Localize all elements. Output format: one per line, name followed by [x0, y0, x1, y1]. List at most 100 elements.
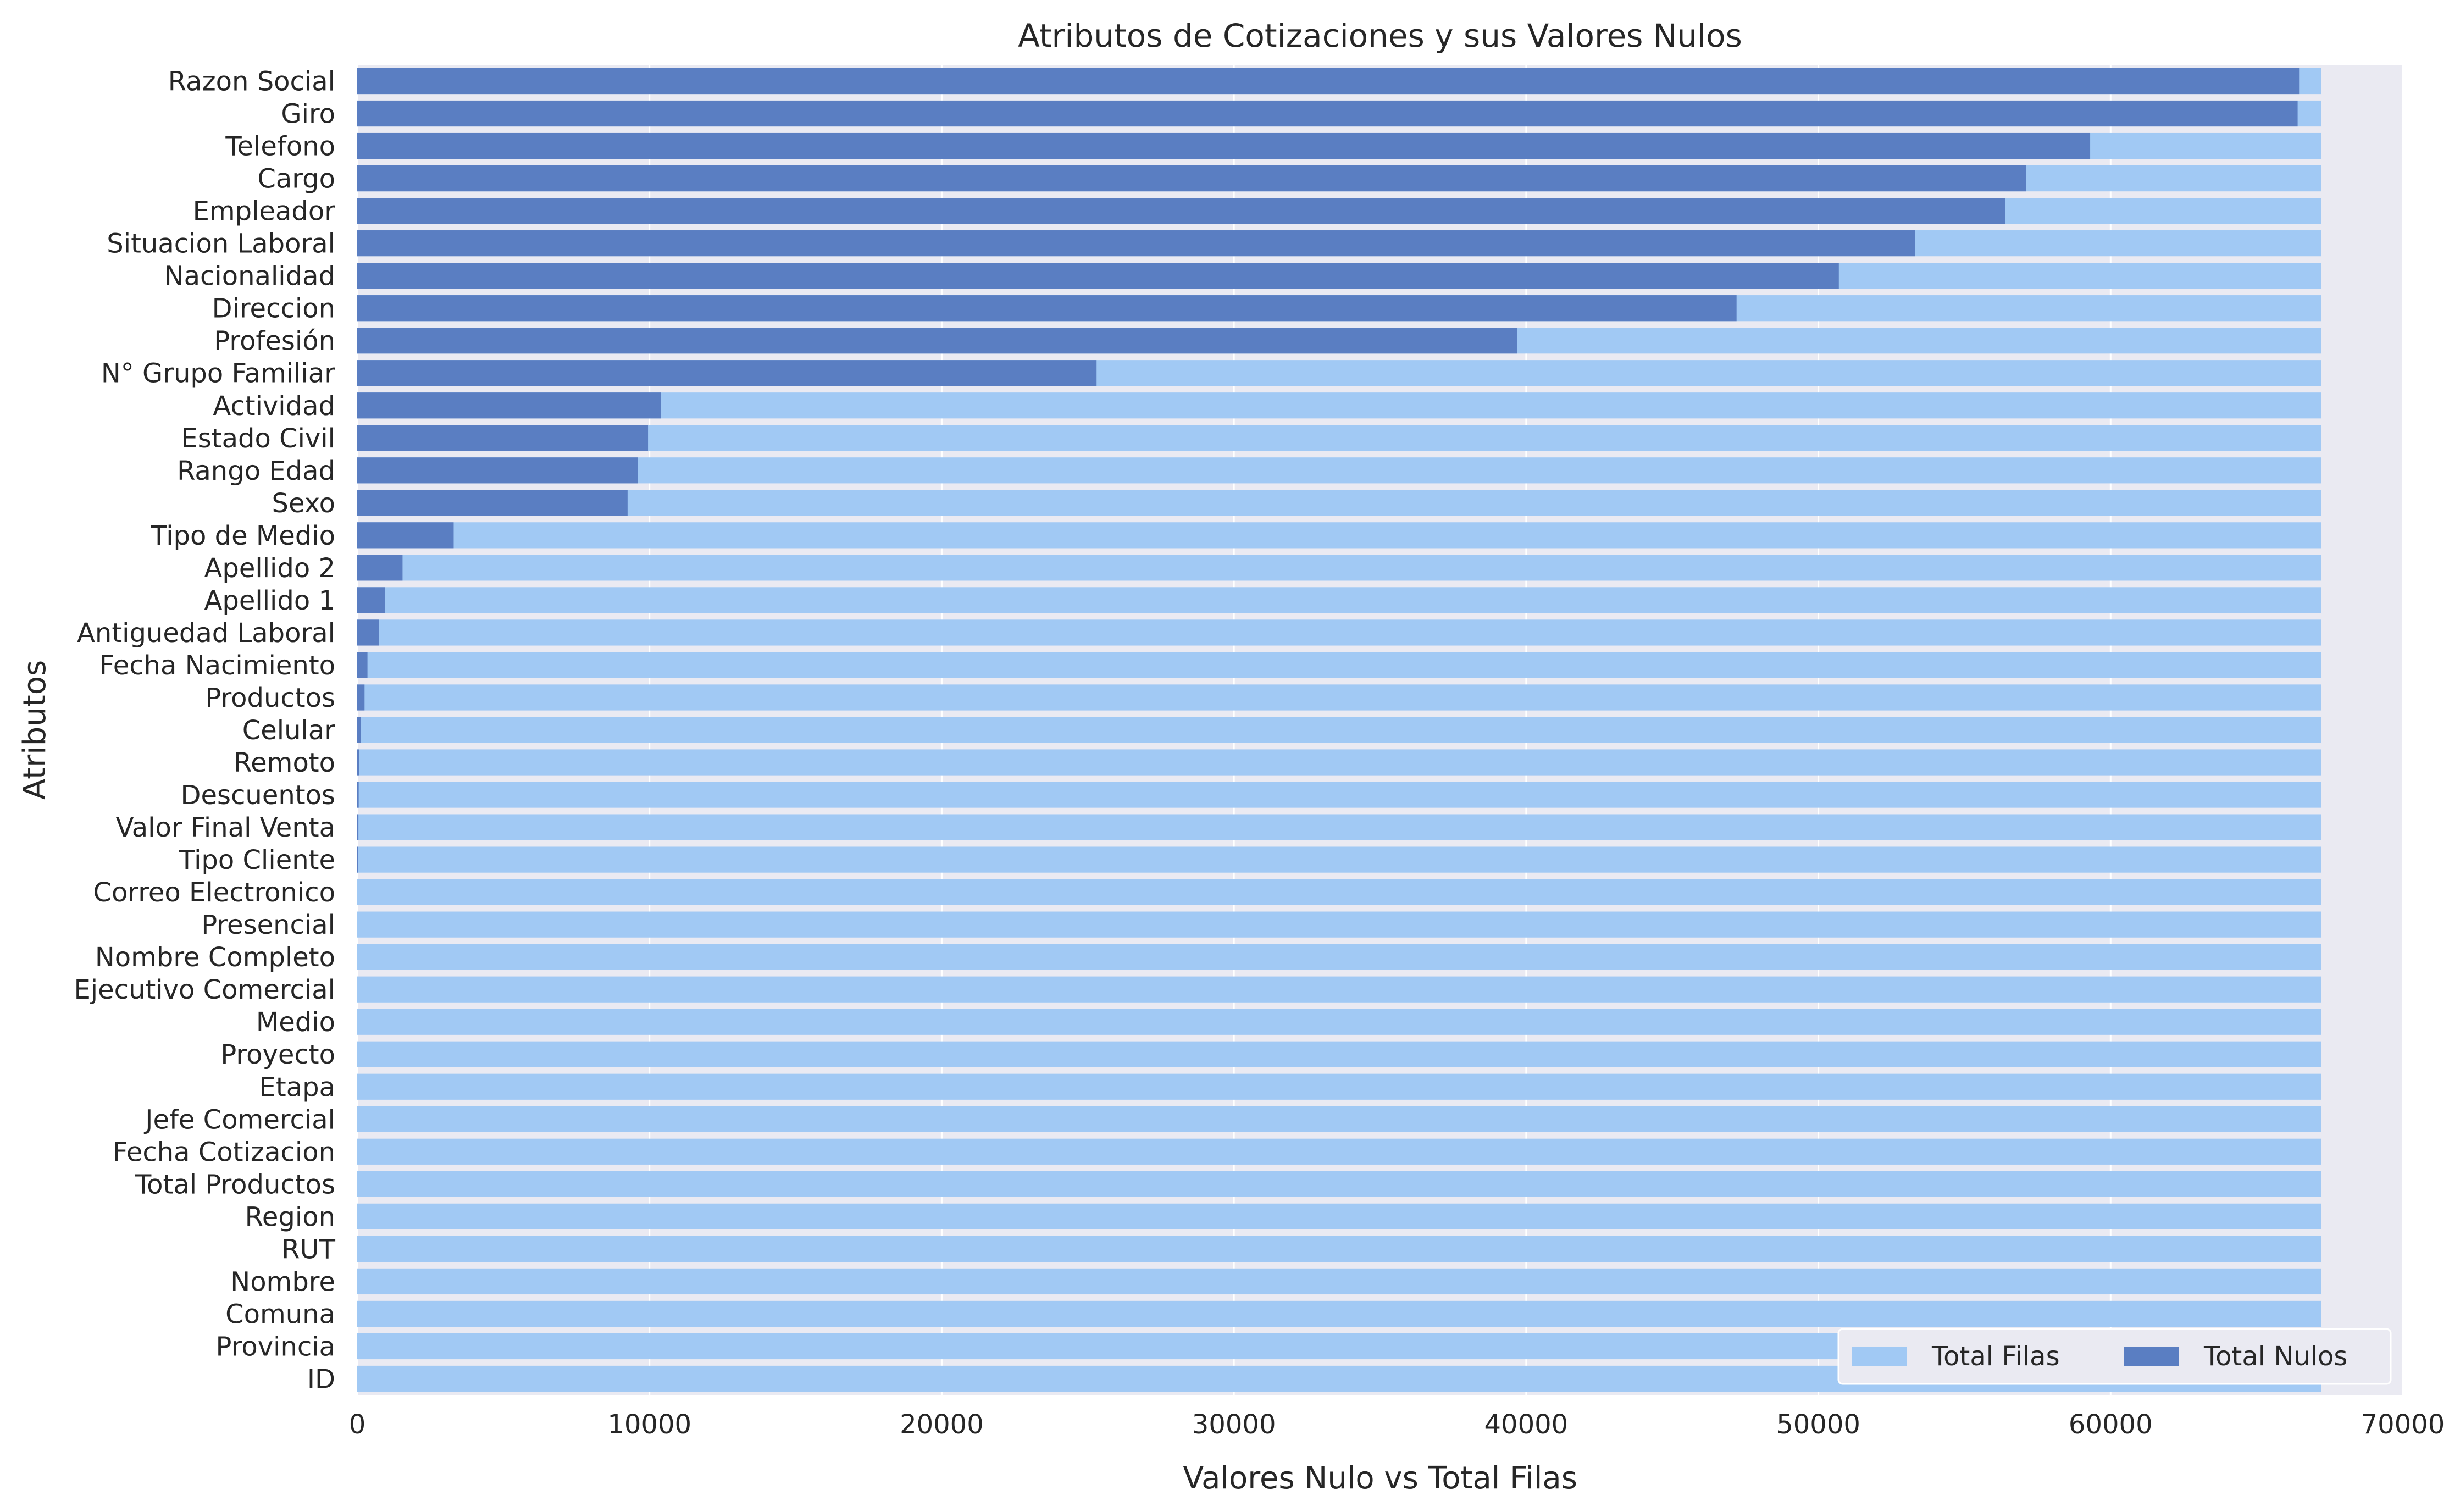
- bar-total-filas: [357, 684, 2321, 711]
- bar-total-filas: [357, 1268, 2321, 1295]
- y-tick-label: Etapa: [259, 1072, 335, 1103]
- y-tick-label: Sexo: [272, 488, 335, 519]
- y-tick-label: Jefe Comercial: [143, 1104, 335, 1135]
- legend-frame: [1837, 1328, 2392, 1385]
- y-tick-label: ID: [307, 1364, 335, 1394]
- x-tick-label: 50000: [1776, 1409, 1860, 1440]
- legend-swatch-total-filas: [1852, 1347, 1907, 1366]
- bar-total-nulos: [357, 230, 1915, 257]
- bar-total-filas: [357, 1236, 2321, 1262]
- bar-total-nulos: [357, 814, 359, 840]
- bar-total-filas: [357, 392, 2321, 419]
- bar-total-nulos: [357, 328, 1517, 354]
- y-tick-label: Rango Edad: [177, 456, 335, 486]
- bar-total-nulos: [357, 782, 359, 808]
- y-tick-label: Tipo Cliente: [178, 845, 335, 876]
- y-tick-label: Medio: [256, 1007, 335, 1038]
- bar-total-nulos: [357, 165, 2026, 192]
- bar-total-nulos: [357, 490, 628, 516]
- y-axis-label: Atributos: [17, 660, 53, 800]
- bar-total-filas: [357, 457, 2321, 484]
- y-tick-label: Telefono: [225, 131, 335, 162]
- chart-title: Atributos de Cotizaciones y sus Valores …: [1018, 17, 1742, 54]
- bar-total-filas: [357, 1106, 2321, 1132]
- bar-total-filas: [357, 1009, 2321, 1035]
- legend-label-total-filas: Total Filas: [1931, 1341, 2060, 1372]
- bar-total-nulos: [357, 846, 358, 873]
- y-tick-label: Ejecutivo Comercial: [74, 974, 335, 1005]
- bar-total-filas: [357, 1138, 2321, 1165]
- bar-total-filas: [357, 425, 2321, 451]
- bar-total-nulos: [357, 587, 385, 613]
- bar-total-filas: [357, 976, 2321, 1003]
- bar-total-filas: [357, 846, 2321, 873]
- bar-total-filas: [357, 1073, 2321, 1100]
- bar-total-nulos: [357, 425, 649, 451]
- y-tick-label: Situacion Laboral: [107, 229, 335, 259]
- y-tick-label: Provincia: [216, 1331, 335, 1362]
- y-tick-label: Antiguedad Laboral: [77, 618, 335, 649]
- bar-total-filas: [357, 1300, 2321, 1327]
- bar-total-nulos: [357, 457, 638, 484]
- y-tick-label: Proyecto: [220, 1039, 335, 1070]
- y-tick-label: Remoto: [234, 747, 335, 778]
- bar-total-filas: [357, 522, 2321, 549]
- bar-total-nulos: [357, 749, 359, 776]
- y-tick-label: Apellido 1: [204, 585, 335, 616]
- y-tick-label: Nombre Completo: [95, 942, 335, 973]
- y-tick-label: Productos: [205, 683, 335, 713]
- x-tick-label: 70000: [2361, 1409, 2445, 1440]
- bar-total-nulos: [357, 717, 361, 743]
- y-tick-label: RUT: [281, 1234, 335, 1265]
- bar-total-filas: [357, 911, 2321, 938]
- bar-total-nulos: [357, 652, 368, 678]
- bar-total-filas: [357, 749, 2321, 776]
- bar-total-filas: [357, 490, 2321, 516]
- bar-total-nulos: [357, 132, 2091, 159]
- x-tick-label: 60000: [2069, 1409, 2153, 1440]
- bar-total-filas: [357, 944, 2321, 970]
- y-tick-label: N° Grupo Familiar: [101, 358, 335, 389]
- bar-total-filas: [357, 1041, 2321, 1067]
- bar-total-nulos: [357, 263, 1839, 289]
- x-tick-label: 30000: [1192, 1409, 1276, 1440]
- bar-total-nulos: [357, 295, 1737, 322]
- x-tick-label: 10000: [607, 1409, 691, 1440]
- bar-total-filas: [357, 587, 2321, 613]
- bar-total-nulos: [357, 555, 403, 581]
- x-tick-label: 0: [349, 1409, 366, 1440]
- bar-total-nulos: [357, 360, 1097, 386]
- bar-total-filas: [357, 879, 2321, 905]
- bar-total-nulos: [357, 100, 2298, 127]
- y-tick-label: Apellido 2: [204, 553, 335, 584]
- y-tick-label: Fecha Nacimiento: [99, 650, 335, 681]
- x-axis-label: Valores Nulo vs Total Filas: [1183, 1460, 1577, 1496]
- y-tick-label: Profesión: [214, 326, 335, 357]
- y-tick-label: Valor Final Venta: [116, 812, 335, 843]
- bar-total-filas: [357, 1203, 2321, 1229]
- y-tick-label: Celular: [242, 715, 336, 746]
- x-tick-label: 40000: [1484, 1409, 1569, 1440]
- y-tick-label: Comuna: [225, 1299, 335, 1330]
- y-tick-labels: Razon SocialGiroTelefonoCargoEmpleadorSi…: [74, 67, 335, 1395]
- y-tick-label: Estado Civil: [181, 423, 335, 454]
- y-tick-label: Presencial: [201, 910, 335, 940]
- x-tick-label: 20000: [900, 1409, 984, 1440]
- y-tick-label: Region: [245, 1201, 335, 1232]
- legend: Total Filas Total Nulos: [1837, 1328, 2392, 1385]
- y-tick-label: Actividad: [213, 391, 335, 422]
- bars: [357, 68, 2321, 1392]
- bar-total-nulos: [357, 684, 365, 711]
- y-tick-label: Cargo: [257, 164, 335, 195]
- bar-total-filas: [357, 619, 2321, 646]
- bar-total-filas: [357, 652, 2321, 678]
- bar-total-filas: [357, 814, 2321, 840]
- bar-total-filas: [357, 717, 2321, 743]
- bar-total-filas: [357, 555, 2321, 581]
- y-tick-label: Nombre: [230, 1266, 335, 1297]
- y-tick-label: Tipo de Medio: [150, 520, 335, 551]
- bar-total-nulos: [357, 392, 661, 419]
- bar-total-nulos: [357, 522, 454, 549]
